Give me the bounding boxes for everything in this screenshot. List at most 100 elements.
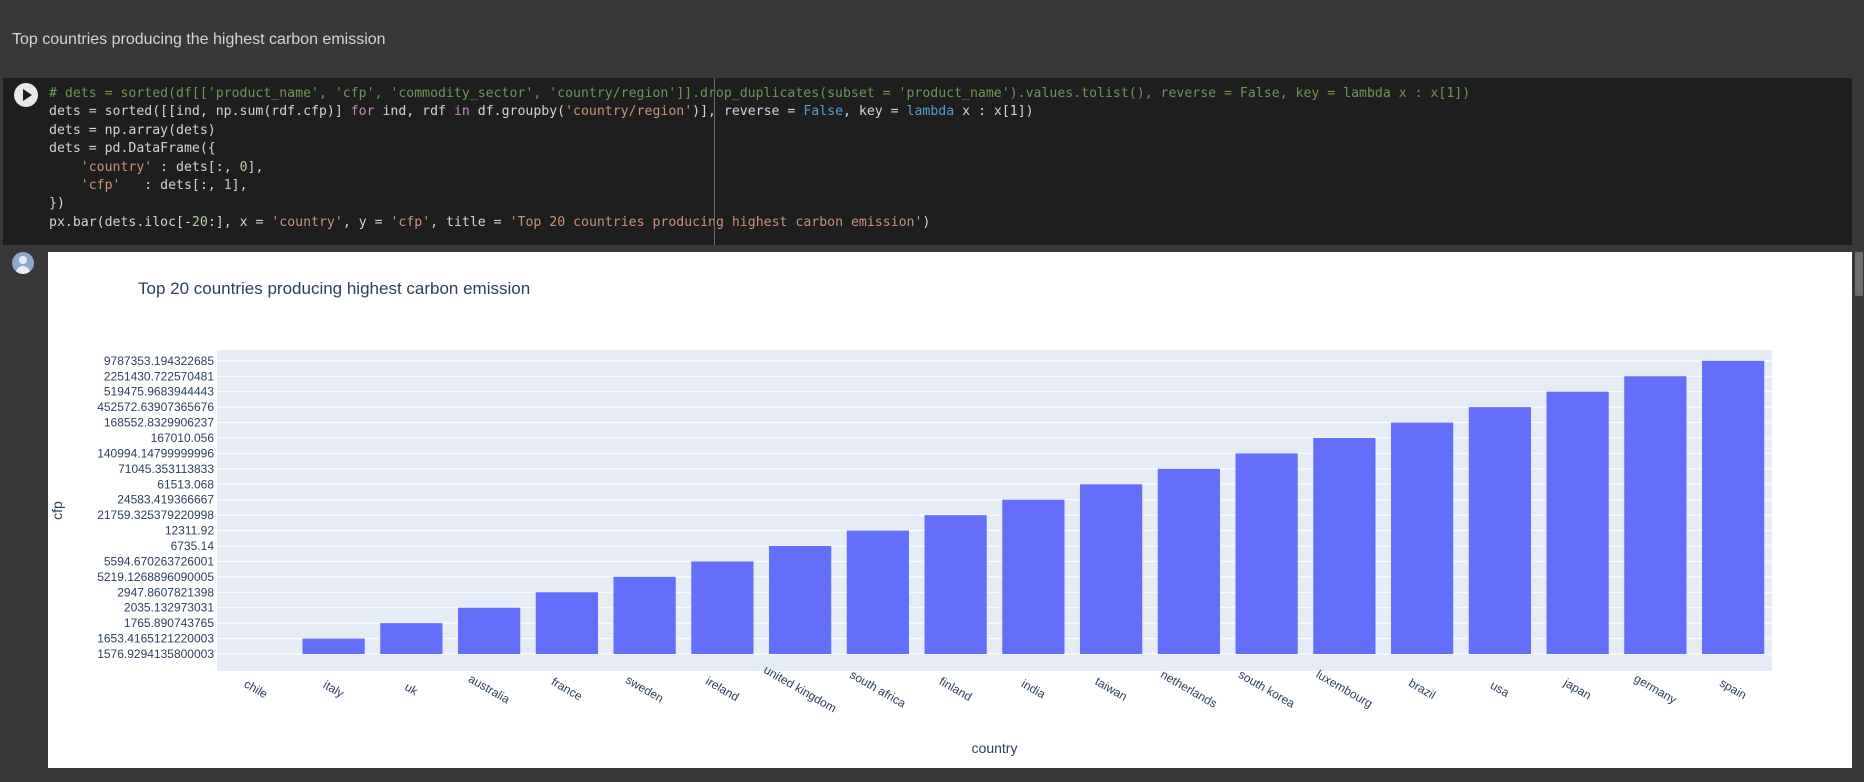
code-token: lambda [906, 104, 955, 120]
bar-finland [924, 515, 987, 654]
code-line: # dets = sorted(df[['product_name', 'cfp… [49, 85, 1470, 103]
x-tick-label: taiwan [1093, 674, 1130, 703]
code-token: , title = [430, 214, 510, 230]
output-avatar-icon [12, 252, 34, 274]
bar-australia [458, 607, 521, 654]
x-tick-label: usa [1488, 678, 1512, 700]
x-tick-label: netherlands [1158, 667, 1219, 710]
code-line: 'country' : dets[:, 0], [49, 159, 1470, 177]
chart-title: Top 20 countries producing highest carbo… [138, 279, 530, 298]
code-token: 'country' [80, 159, 153, 175]
code-token: }) [49, 196, 65, 212]
code-line: dets = pd.DataFrame({ [49, 140, 1470, 158]
code-line: dets = sorted([[ind, np.sum(rdf.cfp)] fo… [49, 103, 1470, 121]
code-token: , key = [843, 104, 907, 120]
code-token [49, 178, 81, 193]
y-tick-label: 168552.8329906237 [104, 416, 214, 430]
x-tick-label: luxembourg [1314, 667, 1375, 710]
x-tick-label: south korea [1236, 667, 1298, 711]
code-token: 'cfp' [390, 214, 431, 230]
bar-italy [302, 638, 365, 654]
text-cursor [714, 78, 715, 245]
bar-brazil [1391, 422, 1454, 654]
code-token: dets = np.array(dets) [49, 122, 216, 138]
bar-spain [1702, 360, 1765, 654]
y-tick-label: 12311.92 [165, 524, 214, 538]
bar-south-africa [846, 530, 909, 654]
code-line: 'cfp' : dets[:, 1], [49, 177, 1470, 195]
scrollbar-track[interactable] [1854, 245, 1864, 782]
y-tick-label: 24583.419366667 [117, 493, 214, 507]
y-tick-label: 452572.63907365676 [97, 400, 214, 414]
code-line: }) [49, 195, 1470, 213]
bar-luxembourg [1313, 437, 1376, 654]
bar-uk [380, 623, 443, 654]
y-tick-label: 519475.9683944443 [104, 385, 214, 399]
x-tick-label: south africa [848, 667, 909, 710]
bar-south-korea [1235, 453, 1298, 654]
code-editor[interactable]: # dets = sorted(df[['product_name', 'cfp… [49, 85, 1470, 232]
x-tick-label: japan [1561, 675, 1594, 702]
code-token: 'cfp' [80, 177, 121, 193]
code-token: 'Top 20 countries producing highest carb… [509, 214, 923, 230]
y-tick-label: 2947.8607821398 [117, 585, 214, 599]
code-token: False [803, 104, 844, 120]
code-token: px.bar(dets.iloc[- [49, 214, 192, 230]
y-tick-label: 1653.4165121220003 [97, 632, 214, 646]
y-axis-title: cfp [49, 501, 65, 520]
bar-japan [1546, 391, 1609, 654]
code-token: , y = [342, 214, 391, 230]
output-area: 1576.9294135800003 1653.4165121220003 1765… [48, 252, 1852, 768]
code-token: dets = pd.DataFrame({ [49, 141, 216, 157]
markdown-text: Top countries producing the highest carb… [12, 31, 386, 48]
y-tick-label: 71045.353113833 [118, 462, 214, 476]
x-tick-label: france [549, 675, 585, 704]
x-tick-label: italy [321, 678, 346, 701]
x-tick-label: germany [1632, 671, 1679, 706]
bar-taiwan [1080, 484, 1143, 654]
code-token: for [350, 104, 375, 120]
y-tick-label: 140994.14799999996 [97, 446, 214, 460]
y-tick-label: 1765.890743765 [124, 616, 214, 630]
run-cell-button[interactable] [14, 83, 38, 107]
y-tick-label: 6735.14 [171, 539, 215, 553]
markdown-cell[interactable]: Top countries producing the highest carb… [0, 0, 1864, 78]
code-token: ], [231, 177, 248, 193]
code-token: 20 [191, 214, 208, 230]
code-token: dets = sorted([[ind, np.sum(rdf.cfp)] [49, 104, 351, 120]
code-token: : dets[:, [120, 177, 224, 193]
code-token: 'country/region' [565, 104, 693, 120]
code-line: px.bar(dets.iloc[-20:], x = 'country', y… [49, 214, 1470, 232]
code-token: 0 [239, 159, 248, 175]
code-token: 'country' [271, 214, 343, 230]
x-tick-label: australia [466, 672, 513, 707]
y-tick-label: 2035.132973031 [124, 601, 214, 615]
y-tick-label: 5594.670263726001 [104, 554, 214, 568]
y-tick-label: 1576.9294135800003 [97, 647, 214, 661]
x-tick-label: ireland [703, 674, 741, 704]
bar-sweden [613, 576, 676, 654]
y-tick-label: 61513.068 [157, 477, 214, 491]
code-token: in [453, 104, 470, 120]
scrollbar-thumb[interactable] [1855, 252, 1863, 296]
code-token: ) [922, 214, 931, 230]
bar-netherlands [1157, 468, 1220, 654]
code-cell[interactable]: # dets = sorted(df[['product_name', 'cfp… [3, 78, 1852, 245]
y-tick-label: 2251430.722570481 [104, 369, 214, 383]
code-token: ], [247, 159, 264, 175]
x-tick-label: uk [402, 680, 421, 699]
y-tick-label: 9787353.194322685 [104, 354, 214, 368]
bar-germany [1624, 376, 1687, 654]
x-tick-label: spain [1717, 676, 1749, 702]
y-tick-label: 167010.056 [151, 431, 215, 445]
bar-india [1002, 499, 1065, 654]
x-tick-label: sweden [623, 673, 666, 706]
code-token [49, 160, 81, 175]
bar-ireland [691, 561, 754, 654]
x-axis-title: country [972, 740, 1018, 756]
bar-united-kingdom [769, 545, 832, 654]
y-tick-label: 21759.325379220998 [97, 508, 214, 522]
x-tick-label: chile [242, 677, 271, 702]
x-tick-label: finland [937, 674, 975, 704]
